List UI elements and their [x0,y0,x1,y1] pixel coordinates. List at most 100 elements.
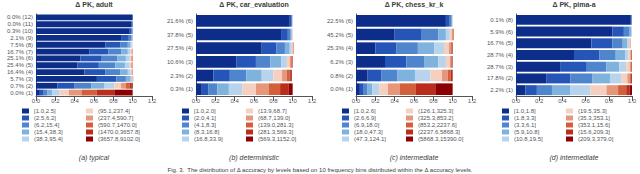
svg-text:6.2% (3): 6.2% (3) [330,59,353,65]
svg-text:0.0: 0.0 [32,98,41,104]
svg-text:(95.1,237.4]: (95.1,237.4] [98,108,130,114]
svg-text:22.5% (6): 22.5% (6) [327,18,353,24]
svg-text:0.2: 0.2 [211,98,220,104]
svg-text:(2237.6,5868.3]: (2237.6,5868.3] [418,129,460,135]
svg-text:0.2: 0.2 [535,98,544,104]
svg-text:1.2: 1.2 [148,98,157,104]
svg-text:(209.3,379.0]: (209.3,379.0] [578,136,614,142]
svg-text:0.4: 0.4 [70,98,79,104]
svg-text:0.8: 0.8 [429,98,438,104]
svg-text:0.8: 0.8 [269,98,278,104]
svg-text:(2.6,6.9]: (2.6,6.9] [354,115,376,121]
svg-text:Δ PK, car_evaluation: Δ PK, car_evaluation [219,1,289,9]
svg-text:(590.7,1470.0]: (590.7,1470.0] [98,122,137,128]
svg-text:(8.3,16.8]: (8.3,16.8] [194,129,220,135]
svg-text:(1470.0,3657.8]: (1470.0,3657.8] [98,129,140,135]
svg-text:(35.3,353.1]: (35.3,353.1] [578,115,610,121]
svg-text:28.7% (4): 28.7% (4) [487,52,513,58]
svg-text:(139.0,281.3]: (139.0,281.3] [258,122,294,128]
svg-text:28.7% (3): 28.7% (3) [487,64,513,70]
svg-text:(38.3,95.4]: (38.3,95.4] [34,136,63,142]
svg-text:(13.9,68.7]: (13.9,68.7] [258,108,287,114]
svg-text:(15.6,209.3]: (15.6,209.3] [578,129,610,135]
svg-text:0.6: 0.6 [410,98,419,104]
svg-text:(3657.8,9102.0]: (3657.8,9102.0] [98,136,140,142]
svg-text:1.2: 1.2 [308,98,317,104]
svg-text:0.8: 0.8 [109,98,118,104]
svg-text:1.2: 1.2 [468,98,477,104]
svg-text:0.7% (2): 0.7% (2) [10,83,33,89]
svg-text:(b) deterministic: (b) deterministic [229,154,279,162]
svg-text:(325.3,853.2]: (325.3,853.2] [418,115,454,121]
svg-text:0.8: 0.8 [605,98,614,104]
svg-text:(6.2,15.4]: (6.2,15.4] [34,122,60,128]
svg-text:0.6: 0.6 [90,98,99,104]
svg-text:(281.3,569.3]: (281.3,569.3] [258,129,294,135]
svg-text:[1.0,2.0]: [1.0,2.0] [194,108,216,114]
svg-text:0.0% (11): 0.0% (11) [7,21,33,27]
svg-text:37.8% (5): 37.8% (5) [167,32,193,38]
svg-text:0.2: 0.2 [51,98,60,104]
svg-text:16.7% (5): 16.7% (5) [487,40,513,46]
svg-text:(19.5,35.3]: (19.5,35.3] [578,108,607,114]
svg-text:(353.1,15.6]: (353.1,15.6] [578,122,610,128]
svg-text:[1.0,2.6]: [1.0,2.6] [354,108,376,114]
svg-text:(6.9,18.0]: (6.9,18.0] [354,122,380,128]
svg-text:2.1% (9): 2.1% (9) [10,35,33,41]
svg-text:(5.9,10.8]: (5.9,10.8] [514,129,540,135]
svg-text:2.3% (2): 2.3% (2) [170,73,193,79]
svg-text:(15.4,38.3]: (15.4,38.3] [34,129,63,135]
svg-text:0.6: 0.6 [250,98,259,104]
svg-text:17.8% (2): 17.8% (2) [487,75,513,81]
svg-text:2.2% (1): 2.2% (1) [490,87,513,93]
svg-text:0.0% (1): 0.0% (1) [10,90,33,96]
svg-text:(126.1,325.3]: (126.1,325.3] [418,108,454,114]
svg-text:(18.0,47.3]: (18.0,47.3] [354,129,383,135]
svg-text:0.1% (8): 0.1% (8) [490,17,513,23]
svg-text:(1.8,3.3]: (1.8,3.3] [514,115,536,121]
svg-text:5.9% (6): 5.9% (6) [490,29,513,35]
svg-text:Δ PK, pima-a: Δ PK, pima-a [552,1,595,9]
svg-text:(47.3,124.1]: (47.3,124.1] [354,136,386,142]
svg-text:(237.4,590.7]: (237.4,590.7] [98,115,134,121]
svg-text:0.0: 0.0 [352,98,361,104]
svg-text:Fig. 3. The distribution of Δ: Fig. 3. The distribution of Δ accuracy b… [167,167,472,173]
svg-text:0.0: 0.0 [512,98,521,104]
svg-text:5.7% (3): 5.7% (3) [10,76,33,82]
svg-text:45.2% (5): 45.2% (5) [327,32,353,38]
svg-text:25.3% (4): 25.3% (4) [327,45,353,51]
svg-text:1.0: 1.0 [128,98,137,104]
svg-text:27.5% (4): 27.5% (4) [167,45,193,51]
svg-text:(d) intermediate: (d) intermediate [549,154,598,162]
svg-text:(569.3,1152.0]: (569.3,1152.0] [258,136,297,142]
svg-text:0.4: 0.4 [230,98,239,104]
svg-text:(2.5,6.2]: (2.5,6.2] [34,115,56,121]
svg-text:(a) typical: (a) typical [79,154,110,162]
svg-text:[1.0,1.8]: [1.0,1.8] [514,108,536,114]
svg-text:0.4: 0.4 [390,98,399,104]
svg-text:0.2: 0.2 [371,98,380,104]
svg-text:(16.8,33.9]: (16.8,33.9] [194,136,223,142]
svg-text:1.0: 1.0 [288,98,297,104]
svg-text:0.3% (1): 0.3% (1) [170,86,193,92]
svg-text:16.7% (7): 16.7% (7) [7,49,33,55]
svg-text:21.6% (6): 21.6% (6) [167,18,193,24]
svg-text:0.0% (1): 0.0% (1) [330,86,353,92]
svg-text:1.0: 1.0 [628,98,637,104]
svg-text:0.8% (2): 0.8% (2) [330,73,353,79]
svg-text:(5868.3,15390.0]: (5868.3,15390.0] [418,136,464,142]
svg-text:0.6: 0.6 [581,98,590,104]
svg-text:0.0% (12): 0.0% (12) [7,14,33,20]
svg-text:10.6% (3): 10.6% (3) [167,59,193,65]
svg-text:1.0: 1.0 [448,98,457,104]
svg-text:(c) intermediate: (c) intermediate [390,154,439,162]
svg-text:0.0: 0.0 [192,98,201,104]
svg-text:(2.0,4.1]: (2.0,4.1] [194,115,216,121]
svg-text:Δ PK, chess_kr_k: Δ PK, chess_kr_k [385,1,444,9]
svg-text:(68.7,139.0]: (68.7,139.0] [258,115,290,121]
svg-text:Δ PK, adult: Δ PK, adult [75,1,113,9]
svg-text:16.4% (4): 16.4% (4) [7,69,33,75]
svg-text:(10.8,19.5]: (10.8,19.5] [514,136,543,142]
svg-text:25.1% (6): 25.1% (6) [7,55,33,61]
svg-text:0.3% (10): 0.3% (10) [7,28,33,34]
